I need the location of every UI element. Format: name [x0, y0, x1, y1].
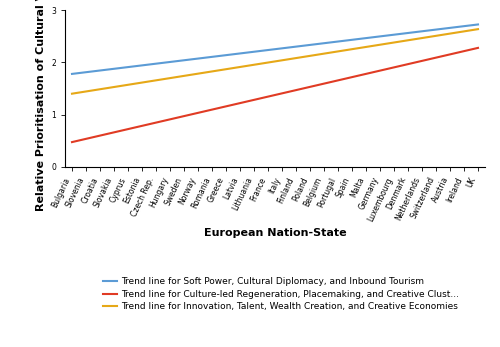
- Trend line for Culture-led Regeneration, Placemaking, and Creative Clust...: [265, 94, 271, 99]
- Trend line for Innovation, Talent, Wealth Creation, and Creative Economies: [97, 87, 103, 91]
- Trend line for Innovation, Talent, Wealth Creation, and Creative Economies: [83, 90, 89, 94]
- Trend line for Innovation, Talent, Wealth Creation, and Creative Economies: [377, 43, 383, 47]
- Trend line for Innovation, Talent, Wealth Creation, and Creative Economies: [111, 85, 117, 89]
- Trend line for Soft Power, Cultural Diplomacy, and Inbound Tourism: [181, 58, 187, 62]
- Trend line for Soft Power, Cultural Diplomacy, and Inbound Tourism: [97, 68, 103, 73]
- Trend line for Soft Power, Cultural Diplomacy, and Inbound Tourism: [447, 26, 453, 30]
- Trend line for Culture-led Regeneration, Placemaking, and Creative Clust...: [97, 134, 103, 138]
- Trend line for Soft Power, Cultural Diplomacy, and Inbound Tourism: [251, 50, 257, 54]
- Trend line for Culture-led Regeneration, Placemaking, and Creative Clust...: [139, 124, 145, 128]
- Trend line for Culture-led Regeneration, Placemaking, and Creative Clust...: [391, 65, 397, 69]
- Trend line for Innovation, Talent, Wealth Creation, and Creative Economies: [363, 45, 369, 49]
- Trend line for Culture-led Regeneration, Placemaking, and Creative Clust...: [475, 46, 481, 50]
- Trend line for Innovation, Talent, Wealth Creation, and Creative Economies: [195, 71, 201, 76]
- Trend line for Soft Power, Cultural Diplomacy, and Inbound Tourism: [223, 53, 229, 57]
- Trend line for Culture-led Regeneration, Placemaking, and Creative Clust...: [83, 137, 89, 141]
- Trend line for Culture-led Regeneration, Placemaking, and Creative Clust...: [153, 120, 159, 125]
- Trend line for Innovation, Talent, Wealth Creation, and Creative Economies: [181, 74, 187, 78]
- Trend line for Culture-led Regeneration, Placemaking, and Creative Clust...: [447, 52, 453, 57]
- Trend line for Innovation, Talent, Wealth Creation, and Creative Economies: [475, 27, 481, 31]
- Trend line for Culture-led Regeneration, Placemaking, and Creative Clust...: [251, 98, 257, 102]
- Trend line for Soft Power, Cultural Diplomacy, and Inbound Tourism: [405, 31, 411, 35]
- Trend line for Innovation, Talent, Wealth Creation, and Creative Economies: [69, 92, 75, 96]
- Trend line for Soft Power, Cultural Diplomacy, and Inbound Tourism: [307, 43, 313, 47]
- Trend line for Soft Power, Cultural Diplomacy, and Inbound Tourism: [153, 62, 159, 66]
- Trend line for Culture-led Regeneration, Placemaking, and Creative Clust...: [69, 140, 75, 144]
- Trend line for Innovation, Talent, Wealth Creation, and Creative Economies: [433, 34, 439, 38]
- Trend line for Soft Power, Cultural Diplomacy, and Inbound Tourism: [69, 72, 75, 76]
- Trend line for Innovation, Talent, Wealth Creation, and Creative Economies: [293, 56, 299, 60]
- Trend line for Innovation, Talent, Wealth Creation, and Creative Economies: [321, 52, 327, 56]
- Trend line for Culture-led Regeneration, Placemaking, and Creative Clust...: [167, 117, 173, 121]
- Trend line for Culture-led Regeneration, Placemaking, and Creative Clust...: [111, 130, 117, 134]
- X-axis label: European Nation-State: European Nation-State: [204, 228, 346, 238]
- Trend line for Innovation, Talent, Wealth Creation, and Creative Economies: [153, 78, 159, 83]
- Trend line for Innovation, Talent, Wealth Creation, and Creative Economies: [209, 69, 215, 74]
- Trend line for Culture-led Regeneration, Placemaking, and Creative Clust...: [279, 91, 285, 95]
- Legend: Trend line for Soft Power, Cultural Diplomacy, and Inbound Tourism, Trend line f: Trend line for Soft Power, Cultural Dipl…: [103, 277, 459, 312]
- Trend line for Innovation, Talent, Wealth Creation, and Creative Economies: [279, 58, 285, 62]
- Trend line for Soft Power, Cultural Diplomacy, and Inbound Tourism: [461, 24, 467, 28]
- Trend line for Soft Power, Cultural Diplomacy, and Inbound Tourism: [349, 38, 355, 42]
- Trend line for Soft Power, Cultural Diplomacy, and Inbound Tourism: [111, 67, 117, 71]
- Trend line for Innovation, Talent, Wealth Creation, and Creative Economies: [139, 81, 145, 85]
- Trend line for Soft Power, Cultural Diplomacy, and Inbound Tourism: [391, 33, 397, 37]
- Trend line for Innovation, Talent, Wealth Creation, and Creative Economies: [307, 54, 313, 58]
- Trend line for Culture-led Regeneration, Placemaking, and Creative Clust...: [419, 59, 425, 63]
- Trend line for Culture-led Regeneration, Placemaking, and Creative Clust...: [335, 78, 341, 83]
- Trend line for Culture-led Regeneration, Placemaking, and Creative Clust...: [237, 101, 243, 105]
- Trend line for Innovation, Talent, Wealth Creation, and Creative Economies: [251, 63, 257, 67]
- Trend line for Innovation, Talent, Wealth Creation, and Creative Economies: [265, 60, 271, 65]
- Line: Trend line for Soft Power, Cultural Diplomacy, and Inbound Tourism: Trend line for Soft Power, Cultural Dipl…: [72, 25, 478, 74]
- Trend line for Innovation, Talent, Wealth Creation, and Creative Economies: [167, 76, 173, 80]
- Trend line for Soft Power, Cultural Diplomacy, and Inbound Tourism: [195, 57, 201, 61]
- Trend line for Culture-led Regeneration, Placemaking, and Creative Clust...: [433, 56, 439, 60]
- Line: Trend line for Culture-led Regeneration, Placemaking, and Creative Clust...: Trend line for Culture-led Regeneration,…: [72, 48, 478, 142]
- Trend line for Innovation, Talent, Wealth Creation, and Creative Economies: [405, 38, 411, 42]
- Y-axis label: Relative Prioritisation of Cultural Value: Relative Prioritisation of Cultural Valu…: [36, 0, 46, 211]
- Trend line for Culture-led Regeneration, Placemaking, and Creative Clust...: [209, 108, 215, 112]
- Trend line for Soft Power, Cultural Diplomacy, and Inbound Tourism: [83, 70, 89, 74]
- Trend line for Innovation, Talent, Wealth Creation, and Creative Economies: [237, 65, 243, 69]
- Trend line for Soft Power, Cultural Diplomacy, and Inbound Tourism: [209, 55, 215, 59]
- Trend line for Soft Power, Cultural Diplomacy, and Inbound Tourism: [167, 60, 173, 64]
- Trend line for Culture-led Regeneration, Placemaking, and Creative Clust...: [349, 75, 355, 79]
- Trend line for Culture-led Regeneration, Placemaking, and Creative Clust...: [195, 111, 201, 115]
- Trend line for Soft Power, Cultural Diplomacy, and Inbound Tourism: [293, 44, 299, 49]
- Trend line for Soft Power, Cultural Diplomacy, and Inbound Tourism: [139, 63, 145, 67]
- Trend line for Soft Power, Cultural Diplomacy, and Inbound Tourism: [377, 34, 383, 39]
- Trend line for Soft Power, Cultural Diplomacy, and Inbound Tourism: [125, 65, 131, 69]
- Trend line for Culture-led Regeneration, Placemaking, and Creative Clust...: [321, 82, 327, 86]
- Trend line for Soft Power, Cultural Diplomacy, and Inbound Tourism: [279, 46, 285, 50]
- Trend line for Soft Power, Cultural Diplomacy, and Inbound Tourism: [335, 40, 341, 44]
- Trend line for Innovation, Talent, Wealth Creation, and Creative Economies: [461, 29, 467, 33]
- Trend line for Innovation, Talent, Wealth Creation, and Creative Economies: [419, 36, 425, 40]
- Trend line for Culture-led Regeneration, Placemaking, and Creative Clust...: [307, 85, 313, 89]
- Trend line for Culture-led Regeneration, Placemaking, and Creative Clust...: [363, 72, 369, 76]
- Trend line for Soft Power, Cultural Diplomacy, and Inbound Tourism: [433, 27, 439, 32]
- Trend line for Soft Power, Cultural Diplomacy, and Inbound Tourism: [475, 23, 481, 27]
- Trend line for Soft Power, Cultural Diplomacy, and Inbound Tourism: [419, 29, 425, 33]
- Trend line for Innovation, Talent, Wealth Creation, and Creative Economies: [447, 32, 453, 36]
- Trend line for Soft Power, Cultural Diplomacy, and Inbound Tourism: [237, 51, 243, 56]
- Trend line for Innovation, Talent, Wealth Creation, and Creative Economies: [223, 67, 229, 71]
- Trend line for Innovation, Talent, Wealth Creation, and Creative Economies: [335, 49, 341, 53]
- Trend line for Culture-led Regeneration, Placemaking, and Creative Clust...: [223, 104, 229, 109]
- Trend line for Soft Power, Cultural Diplomacy, and Inbound Tourism: [321, 41, 327, 45]
- Trend line for Culture-led Regeneration, Placemaking, and Creative Clust...: [405, 62, 411, 66]
- Trend line for Culture-led Regeneration, Placemaking, and Creative Clust...: [293, 88, 299, 92]
- Line: Trend line for Innovation, Talent, Wealth Creation, and Creative Economies: Trend line for Innovation, Talent, Wealt…: [72, 29, 478, 94]
- Trend line for Innovation, Talent, Wealth Creation, and Creative Economies: [349, 47, 355, 51]
- Trend line for Culture-led Regeneration, Placemaking, and Creative Clust...: [461, 49, 467, 53]
- Trend line for Culture-led Regeneration, Placemaking, and Creative Clust...: [125, 127, 131, 131]
- Trend line for Soft Power, Cultural Diplomacy, and Inbound Tourism: [265, 48, 271, 52]
- Trend line for Innovation, Talent, Wealth Creation, and Creative Economies: [125, 83, 131, 87]
- Trend line for Soft Power, Cultural Diplomacy, and Inbound Tourism: [363, 36, 369, 40]
- Trend line for Culture-led Regeneration, Placemaking, and Creative Clust...: [377, 69, 383, 73]
- Trend line for Culture-led Regeneration, Placemaking, and Creative Clust...: [181, 114, 187, 118]
- Trend line for Innovation, Talent, Wealth Creation, and Creative Economies: [391, 40, 397, 44]
